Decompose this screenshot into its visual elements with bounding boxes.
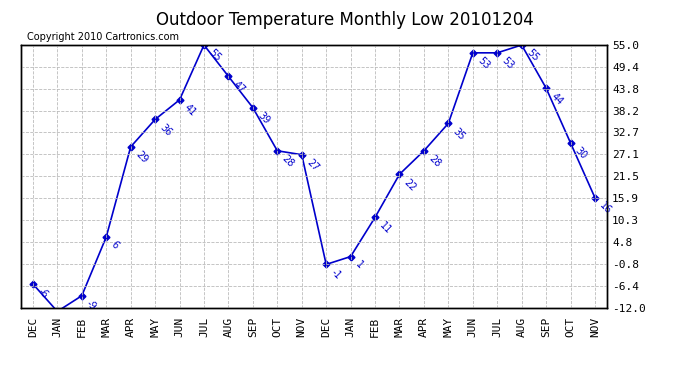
Text: Outdoor Temperature Monthly Low 20101204: Outdoor Temperature Monthly Low 20101204 bbox=[156, 11, 534, 29]
Text: 35: 35 bbox=[451, 126, 467, 142]
Text: 29: 29 bbox=[133, 150, 149, 165]
Text: 36: 36 bbox=[158, 122, 174, 138]
Text: 47: 47 bbox=[231, 79, 247, 95]
Text: 39: 39 bbox=[255, 111, 271, 126]
Text: -1: -1 bbox=[329, 267, 343, 281]
Text: 55: 55 bbox=[524, 48, 540, 64]
Text: 22: 22 bbox=[402, 177, 418, 193]
Text: 1: 1 bbox=[353, 260, 365, 271]
Text: 28: 28 bbox=[280, 153, 296, 170]
Text: 30: 30 bbox=[573, 146, 589, 162]
Text: 41: 41 bbox=[182, 103, 198, 118]
Text: -6: -6 bbox=[36, 287, 50, 301]
Text: 53: 53 bbox=[475, 56, 491, 71]
Text: 28: 28 bbox=[426, 153, 442, 170]
Text: -13: -13 bbox=[0, 374, 1, 375]
Text: 11: 11 bbox=[378, 220, 393, 236]
Text: Copyright 2010 Cartronics.com: Copyright 2010 Cartronics.com bbox=[26, 32, 179, 42]
Text: 27: 27 bbox=[304, 158, 320, 173]
Text: 6: 6 bbox=[109, 240, 121, 251]
Text: 55: 55 bbox=[207, 48, 223, 64]
Text: 44: 44 bbox=[549, 91, 564, 106]
Text: -9: -9 bbox=[85, 298, 99, 312]
Text: 53: 53 bbox=[500, 56, 516, 71]
Text: 16: 16 bbox=[598, 201, 613, 216]
